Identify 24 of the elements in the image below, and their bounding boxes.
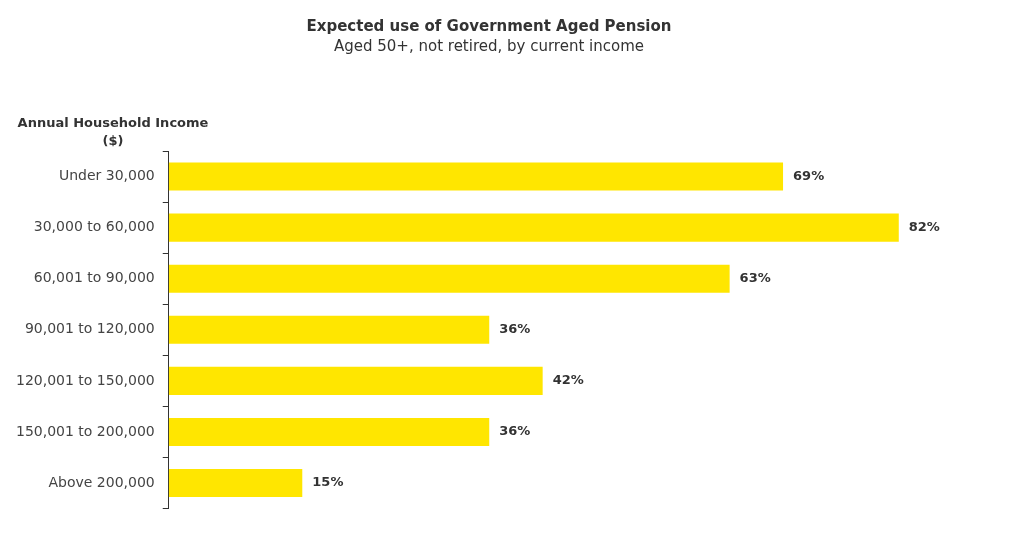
data-label: 15% — [312, 474, 344, 490]
data-label: 69% — [793, 167, 825, 183]
chart-title: Expected use of Government Aged Pension — [306, 16, 672, 35]
y-tick-label: 150,001 to 200,000 — [15, 422, 155, 439]
data-label: 36% — [499, 423, 531, 439]
bar — [168, 162, 784, 191]
data-label: 82% — [908, 219, 940, 234]
y-tick-label: 30,000 to 60,000 — [33, 218, 155, 235]
y-tick-label: Above 200,000 — [48, 473, 155, 490]
y-tick-label: 60,001 to 90,000 — [33, 269, 155, 286]
y-tick-label: 90,001 to 120,000 — [24, 320, 155, 337]
y-axis-title: Annual Household Income ($) — [16, 114, 210, 150]
bar — [168, 213, 899, 242]
chart-subtitle: Aged 50+, not retired, by current income — [333, 36, 645, 55]
data-label: 36% — [499, 321, 531, 337]
y-tick-label: Under 30,000 — [58, 167, 155, 184]
bar — [168, 264, 730, 293]
bar — [168, 315, 490, 344]
data-label: 63% — [739, 270, 771, 286]
data-label: 42% — [552, 372, 584, 388]
y-tick-label: 120,001 to 150,000 — [15, 371, 155, 388]
bar — [168, 417, 490, 447]
bar — [168, 469, 303, 498]
bar — [168, 366, 543, 395]
